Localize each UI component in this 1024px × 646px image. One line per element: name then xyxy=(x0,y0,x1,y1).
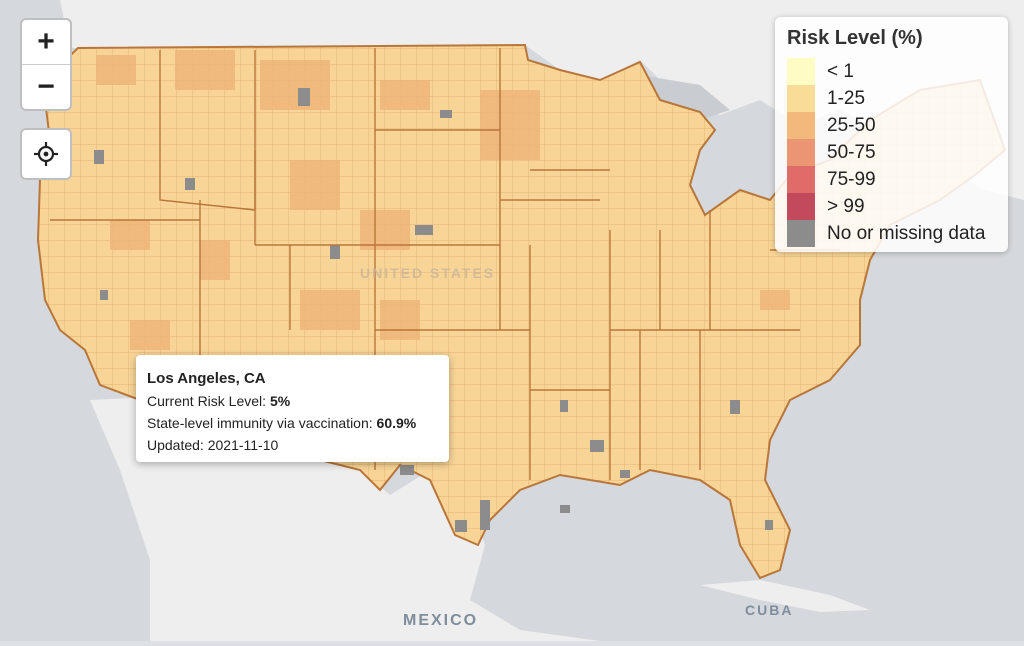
crosshair-icon xyxy=(34,142,58,166)
popup-immunity-line: State-level immunity via vaccination: 60… xyxy=(147,412,438,434)
legend-swatch xyxy=(787,112,815,139)
legend-label: < 1 xyxy=(827,60,854,82)
legend-label: 1-25 xyxy=(827,87,866,109)
label-mexico: MEXICO xyxy=(403,612,478,629)
legend-swatch xyxy=(787,139,815,166)
legend-title: Risk Level (%) xyxy=(787,27,923,49)
legend-swatch xyxy=(787,166,815,193)
legend-item: 25-50 xyxy=(787,112,996,139)
zoom-in-button[interactable]: + xyxy=(37,25,55,58)
legend-swatch xyxy=(787,58,815,85)
zoom-control: + − xyxy=(20,18,72,111)
locate-button[interactable] xyxy=(20,128,72,180)
legend-item: No or missing data xyxy=(787,220,996,247)
popup-immunity-label: State-level immunity via vaccination: xyxy=(147,415,377,431)
legend-rows: < 1 1-25 25-50 50-75 75-99 > 99 No or missing … xyxy=(787,58,996,247)
legend-item: 50-75 xyxy=(787,139,996,166)
missing-data-counties xyxy=(94,88,773,532)
legend-label: 25-50 xyxy=(827,114,876,136)
popup-updated: Updated: 2021-11-10 xyxy=(147,437,279,453)
zoom-out-button[interactable]: − xyxy=(22,64,70,109)
legend-item: > 99 xyxy=(787,193,996,220)
county-popup: Los Angeles, CA Current Risk Level: 5% S… xyxy=(136,355,449,462)
popup-risk-label: Current Risk Level: xyxy=(147,393,270,409)
label-united-states: UNITED STATES xyxy=(360,265,495,281)
label-cuba: CUBA xyxy=(745,602,793,618)
popup-risk-value: 5% xyxy=(269,393,291,409)
legend-item: 75-99 xyxy=(787,166,996,193)
legend-swatch xyxy=(787,85,815,112)
legend-label: 50-75 xyxy=(827,141,876,163)
popup-risk-line: Current Risk Level: 5% xyxy=(147,390,438,412)
higher-risk-counties xyxy=(96,50,790,350)
legend-label: No or missing data xyxy=(827,222,986,244)
legend: Risk Level (%) < 1 1-25 25-50 50-75 75-99 > 9… xyxy=(775,17,1008,252)
cuba xyxy=(700,580,870,612)
legend-item: < 1 xyxy=(787,58,996,85)
legend-item: 1-25 xyxy=(787,85,996,112)
legend-label: > 99 xyxy=(827,195,865,217)
popup-immunity-value: 60.9% xyxy=(376,415,417,431)
popup-county-name: Los Angeles, CA xyxy=(147,370,266,387)
legend-label: 75-99 xyxy=(827,168,876,190)
legend-swatch xyxy=(787,220,815,247)
canada xyxy=(0,0,1024,200)
legend-swatch xyxy=(787,193,815,220)
